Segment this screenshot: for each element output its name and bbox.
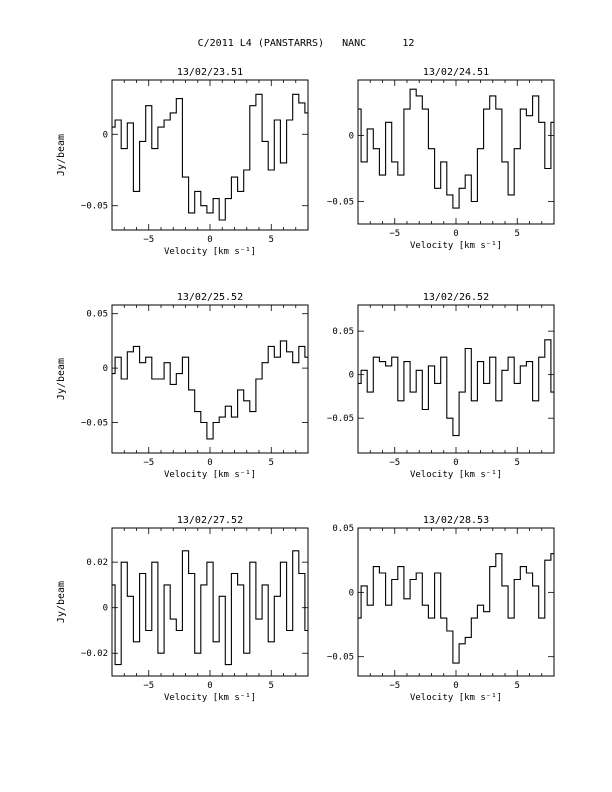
panel-title: 13/02/24.51 [423, 67, 489, 78]
panel-title: 13/02/27.52 [177, 515, 243, 526]
x-tick-label: 5 [269, 681, 274, 691]
y-tick-label: 0 [103, 130, 108, 140]
x-tick-label: −5 [143, 458, 154, 468]
y-tick-label: −0.05 [327, 198, 354, 208]
x-axis-label: Velocity [km s⁻¹] [164, 693, 256, 703]
spectrum-trace [358, 553, 554, 664]
spectrum-trace [358, 88, 554, 209]
x-tick-label: 0 [453, 458, 458, 468]
plot-frame [111, 304, 309, 454]
y-tick-label: 0 [103, 604, 108, 614]
y-tick-label: 0 [103, 364, 108, 374]
x-tick-label: 0 [207, 458, 212, 468]
x-tick-label: 0 [453, 681, 458, 691]
x-tick-label: −5 [143, 681, 154, 691]
x-tick-label: −5 [389, 229, 400, 239]
y-axis-label: Jy/beam [56, 581, 67, 623]
spectrum-panel-4: 13/02/26.52 −5 0 5 0.05 0 −0.05 Velocity [km s⁻… [327, 292, 555, 480]
spectrum-panel-6: 13/02/28.53 −5 0 5 0.05 0 −0.05 Velocity [km s⁻… [327, 515, 555, 703]
y-tick-label: 0 [349, 371, 354, 381]
x-tick-label: 5 [515, 229, 520, 239]
plot-frame [111, 79, 309, 231]
y-tick-label: 0.05 [332, 524, 354, 534]
y-axis-label: Jy/beam [56, 134, 67, 176]
y-tick-label: −0.05 [81, 202, 108, 212]
x-tick-label: 0 [453, 229, 458, 239]
y-tick-label: −0.02 [81, 649, 108, 659]
x-tick-label: 0 [207, 235, 212, 245]
panel-title: 13/02/25.52 [177, 292, 243, 303]
spectrum-panel-1: 13/02/23.51 −5 0 5 0 −0.05 Velocity [km s⁻¹] Jy… [56, 67, 309, 257]
spectrum-trace [358, 339, 554, 437]
y-axis-label: Jy/beam [56, 358, 67, 400]
x-tick-label: 5 [515, 681, 520, 691]
x-tick-label: 5 [515, 458, 520, 468]
y-tick-label: 0.05 [86, 310, 108, 320]
spectrum-panel-2: 13/02/24.51 −5 0 5 0 −0.05 Velocity [km s⁻¹] [327, 67, 555, 251]
x-tick-label: −5 [389, 458, 400, 468]
plot-frame [111, 527, 309, 677]
y-tick-label: 0.05 [332, 327, 354, 337]
panel-title: 13/02/26.52 [423, 292, 489, 303]
x-tick-label: 5 [269, 235, 274, 245]
x-axis-label: Velocity [km s⁻¹] [410, 241, 502, 251]
spectrum-trace [112, 93, 308, 221]
panel-title: 13/02/28.53 [423, 515, 489, 526]
x-tick-label: −5 [143, 235, 154, 245]
x-axis-label: Velocity [km s⁻¹] [164, 470, 256, 480]
panel-title: 13/02/23.51 [177, 67, 243, 78]
page-title: C/2011 L4 (PANSTARRS) NANC 12 [197, 38, 415, 49]
plot-frame [357, 304, 555, 454]
x-axis-label: Velocity [km s⁻¹] [410, 693, 502, 703]
x-tick-label: 0 [207, 681, 212, 691]
spectrum-trace [112, 340, 308, 440]
spectrum-panel-3: 13/02/25.52 −5 0 5 0.05 0 −0.05 Velocity [km s⁻… [56, 292, 309, 480]
y-tick-label: 0 [349, 588, 354, 598]
x-axis-label: Velocity [km s⁻¹] [164, 247, 256, 257]
plot-frame [357, 527, 555, 677]
spectrum-panel-5: 13/02/27.52 −5 0 5 0.02 0 −0.02 Velocity [km s⁻… [56, 515, 309, 703]
x-axis-label: Velocity [km s⁻¹] [410, 470, 502, 480]
y-tick-label: −0.05 [81, 419, 108, 429]
y-tick-label: 0.02 [86, 558, 108, 568]
x-tick-label: −5 [389, 681, 400, 691]
x-tick-label: 5 [269, 458, 274, 468]
y-tick-label: −0.05 [327, 653, 354, 663]
y-tick-label: 0 [349, 131, 354, 141]
y-tick-label: −0.05 [327, 414, 354, 424]
spectrum-trace [112, 550, 308, 666]
plot-frame [357, 79, 555, 225]
